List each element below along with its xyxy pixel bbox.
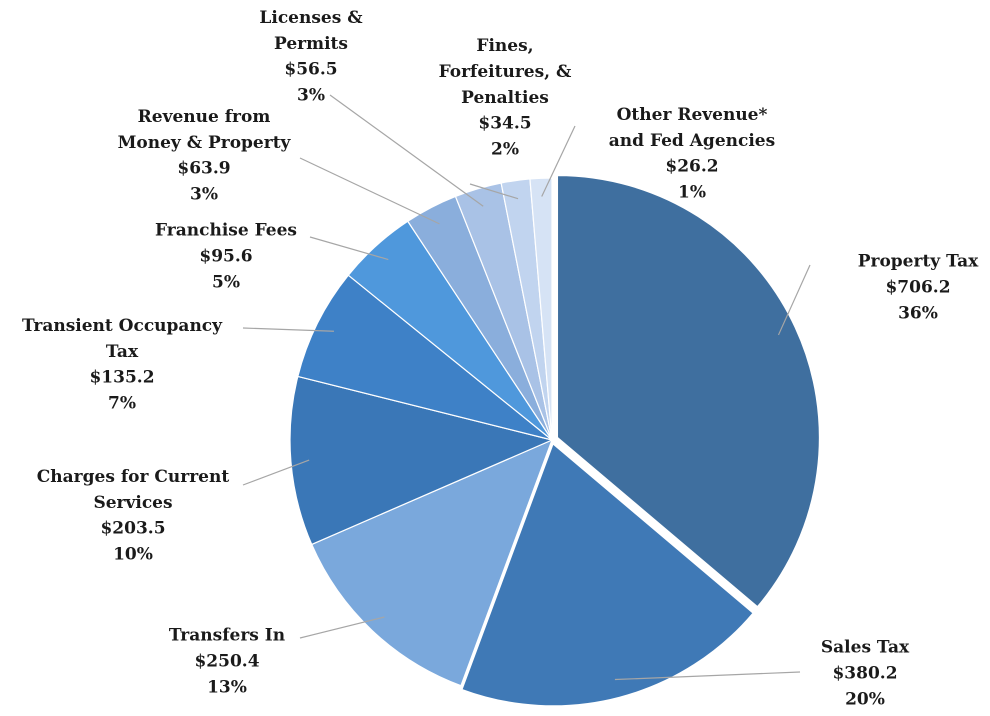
leader-line: [309, 236, 389, 261]
value-label: $250.4: [194, 652, 259, 672]
percent-label: 13%: [207, 678, 247, 698]
leader-line: [614, 671, 801, 681]
value-label: $56.5: [284, 60, 337, 80]
percent-label: 5%: [212, 273, 240, 293]
leader-line: [541, 125, 576, 197]
percent-label: 20%: [845, 690, 885, 710]
slice-label: Transient Occupancy Tax: [22, 316, 223, 362]
percent-label: 2%: [491, 140, 519, 160]
pie-slice: [556, 174, 821, 608]
value-label: $95.6: [199, 247, 252, 267]
value-label: $63.9: [177, 159, 230, 179]
slice-label: Charges for Current Services: [37, 467, 230, 513]
pie-slice: [310, 438, 554, 687]
percent-label: 36%: [898, 304, 938, 324]
slice-label: Revenue from Money & Property: [118, 107, 292, 153]
leader-line: [777, 264, 811, 336]
value-label: $26.2: [665, 157, 718, 177]
pie-slice: [529, 177, 553, 441]
value-label: $706.2: [885, 278, 950, 298]
slice-label: Property Tax: [858, 252, 979, 272]
slice-label: Licenses & Permits: [259, 8, 363, 54]
pie-slice: [297, 274, 553, 441]
value-label: $380.2: [832, 664, 897, 684]
leader-line: [299, 616, 385, 639]
percent-label: 10%: [113, 545, 153, 565]
slice-label: Franchise Fees: [155, 221, 297, 241]
slice-label: Transfers In: [169, 626, 285, 646]
leader-line: [329, 94, 484, 207]
percent-label: 3%: [190, 185, 218, 205]
percent-label: 3%: [297, 86, 325, 106]
value-label: $34.5: [478, 114, 531, 134]
slice-label: Other Revenue* and Fed Agencies: [609, 105, 775, 151]
leader-line: [242, 327, 334, 332]
percent-label: 7%: [108, 394, 136, 414]
value-label: $135.2: [89, 368, 154, 388]
percent-label: 1%: [678, 183, 706, 203]
leader-line: [469, 183, 519, 200]
leader-line: [242, 459, 310, 486]
pie-slice: [289, 375, 554, 546]
slice-label: Fines, Forfeitures, & Penalties: [439, 36, 572, 108]
leader-line: [299, 157, 440, 225]
value-label: $203.5: [100, 519, 165, 539]
slice-label: Sales Tax: [821, 638, 910, 658]
pie-slice: [461, 442, 754, 707]
